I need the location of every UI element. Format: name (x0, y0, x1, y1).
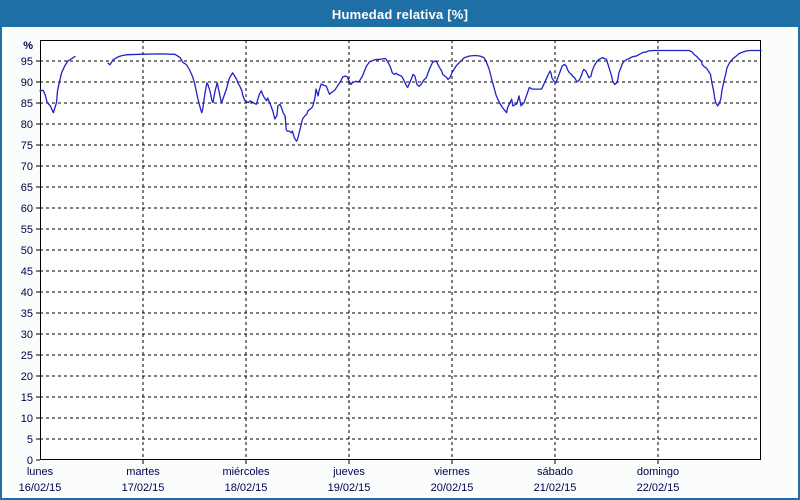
y-tick-label: 55 (21, 224, 33, 236)
x-day-date-label: 16/02/15 (19, 482, 62, 494)
y-tick-label: 75 (21, 140, 33, 152)
x-day-name-label: jueves (332, 466, 365, 478)
x-day-name-label: martes (126, 466, 160, 478)
y-tick-label: 15 (21, 392, 33, 404)
y-tick-label: 35 (21, 308, 33, 320)
x-day-date-label: 18/02/15 (225, 482, 268, 494)
y-tick-label: 0 (27, 455, 33, 467)
y-tick-label: 90 (21, 77, 33, 89)
x-day-name-label: lunes (27, 466, 54, 478)
chart-title: Humedad relativa [%] (331, 7, 469, 22)
chart-title-bar: Humedad relativa [%] (2, 2, 798, 27)
y-tick-label: 85 (21, 98, 33, 110)
x-day-date-label: 20/02/15 (431, 482, 474, 494)
y-tick-label: 95 (21, 56, 33, 68)
y-tick-label: 60 (21, 203, 33, 215)
x-day-date-label: 19/02/15 (328, 482, 371, 494)
y-tick-label: 10 (21, 413, 33, 425)
x-day-date-label: 22/02/15 (637, 482, 680, 494)
x-day-name-label: domingo (637, 466, 679, 478)
x-day-name-label: sábado (537, 466, 573, 478)
y-tick-label: 30 (21, 329, 33, 341)
y-tick-label: 50 (21, 245, 33, 257)
y-tick-label: 20 (21, 371, 33, 383)
y-tick-label: 40 (21, 287, 33, 299)
x-day-name-label: viernes (434, 466, 470, 478)
humidity-line-segment (39, 55, 76, 114)
x-day-date-label: 21/02/15 (534, 482, 577, 494)
x-day-date-label: 17/02/15 (122, 482, 165, 494)
y-tick-label: 80 (21, 119, 33, 131)
y-axis-unit-label: % (23, 40, 33, 52)
y-tick-label: 65 (21, 182, 33, 194)
humidity-line-segment (107, 49, 762, 142)
y-tick-label: 70 (21, 161, 33, 173)
x-day-name-label: miércoles (222, 466, 270, 478)
y-tick-label: 45 (21, 266, 33, 278)
y-tick-label: 5 (27, 434, 33, 446)
plot-border (40, 40, 761, 460)
y-tick-label: 25 (21, 350, 33, 362)
